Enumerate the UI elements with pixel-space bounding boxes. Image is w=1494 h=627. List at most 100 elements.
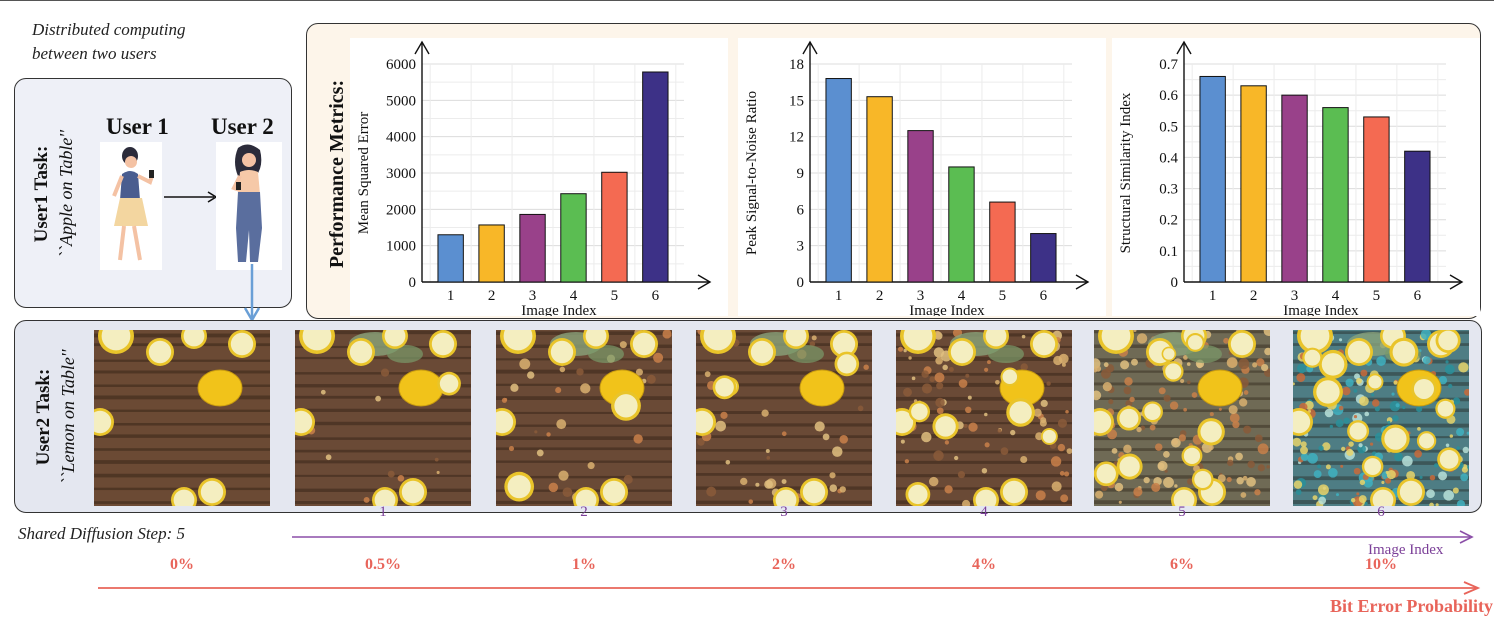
ssim-ytick-label: 0: [1171, 275, 1179, 291]
psnr-xtick-label: 1: [835, 288, 843, 304]
ssim-ytick-label: 0.5: [1159, 119, 1178, 135]
generated-image-3: [696, 330, 872, 506]
ssim-chart: 0 0.1 0.2 0.3 0.4 0.5 0.6 0.7 1 2 3 4 5 6 Image Index S…: [1112, 38, 1480, 316]
ssim-xtick-label: 6: [1414, 288, 1422, 304]
ssim-ytick-label: 0.1: [1159, 244, 1178, 260]
user1-label: User 1: [106, 114, 169, 139]
ssim-ytick-label: 0.2: [1159, 213, 1178, 229]
ssim-x-axis-label: Image Index: [1283, 303, 1359, 316]
ssim-bar-3: [1281, 94, 1308, 283]
mse-ytick-label: 2000: [386, 202, 416, 218]
image-index-tick-2: 2: [580, 504, 588, 520]
mse-xtick-label: 4: [570, 288, 578, 304]
psnr-xtick-label: 5: [999, 288, 1007, 304]
mse-grid: [422, 63, 684, 283]
mse-xtick-label: 1: [447, 288, 455, 304]
user1-task-prompt: ``Apple on Table'': [56, 129, 76, 259]
psnr-ytick-label: 0: [797, 275, 805, 291]
user2-task-title: User2 Task:: [33, 368, 54, 466]
psnr-ytick-label: 6: [797, 202, 805, 218]
image-index-tick-1: 1: [379, 504, 387, 520]
mse-chart: 0 1000 2000 3000 4000 5000 6000 1 2 3 4 5 6 Image Ind…: [350, 38, 728, 316]
psnr-bar-5: [989, 201, 1016, 283]
ssim-bar-5: [1363, 116, 1390, 283]
psnr-x-axis-label: Image Index: [909, 303, 985, 316]
psnr-ytick-label: 18: [789, 57, 804, 73]
mse-x-axis-label: Image Index: [521, 303, 597, 316]
generated-image-5: [1094, 330, 1270, 506]
bit-error-tick: 6%: [1170, 556, 1194, 573]
mse-ytick-label: 1000: [386, 239, 416, 255]
bit-error-tick: 4%: [972, 556, 996, 573]
caption-line-2: between two users: [32, 44, 157, 63]
user-transfer-arrow: [164, 191, 218, 203]
ssim-ytick-label: 0.3: [1159, 182, 1178, 198]
bit-error-tick: 0.5%: [365, 556, 401, 573]
generated-image-4: [896, 330, 1072, 506]
psnr-bar-6: [1030, 233, 1057, 283]
psnr-ytick-label: 12: [789, 130, 804, 146]
psnr-xtick-label: 2: [876, 288, 884, 304]
psnr-bar-3: [907, 130, 934, 283]
mse-ytick-label: 6000: [386, 57, 416, 73]
psnr-ytick-label: 9: [797, 166, 805, 182]
psnr-xtick-label: 4: [958, 288, 966, 304]
mse-xtick-label: 6: [652, 288, 660, 304]
mse-bar-6: [642, 71, 669, 283]
generated-image-2: [496, 330, 672, 506]
image-index-tick-6: 6: [1377, 504, 1385, 520]
mse-bar-2: [478, 224, 505, 283]
psnr-bar-2: [866, 96, 893, 283]
psnr-bar-4: [948, 166, 975, 283]
user2-figure: [216, 142, 282, 270]
mse-ytick-label: 0: [409, 275, 417, 291]
mse-ytick-label: 3000: [386, 166, 416, 182]
image-index-arrow: [292, 530, 1474, 544]
mse-bar-3: [519, 213, 546, 283]
psnr-ytick-label: 15: [789, 93, 804, 109]
bit-error-tick: 1%: [572, 556, 596, 573]
generated-image-1: [295, 330, 471, 506]
ssim-xtick-label: 3: [1291, 288, 1299, 304]
image-index-tick-4: 4: [980, 504, 988, 520]
psnr-xtick-label: 6: [1040, 288, 1048, 304]
ssim-bar-4: [1322, 107, 1349, 283]
ssim-bar-6: [1404, 150, 1431, 283]
mse-ytick-label: 5000: [386, 93, 416, 109]
psnr-bar-1: [825, 78, 852, 283]
image-index-tick-5: 5: [1178, 504, 1186, 520]
user1-task-title: User1 Task:: [31, 145, 52, 243]
shared-diffusion-step: Shared Diffusion Step: 5: [18, 524, 185, 543]
down-arrow: [243, 264, 261, 323]
image-index-tick-3: 3: [780, 504, 788, 520]
ssim-grid: [1184, 63, 1446, 283]
ssim-ytick-label: 0.4: [1159, 150, 1178, 166]
mse-bar-4: [560, 193, 587, 283]
bit-error-axis-label: Bit Error Probability: [1330, 596, 1494, 616]
ssim-xtick-label: 2: [1250, 288, 1258, 304]
ssim-bar-2: [1240, 85, 1267, 283]
psnr-xtick-label: 3: [917, 288, 925, 304]
ssim-xtick-label: 5: [1373, 288, 1381, 304]
user2-label: User 2: [211, 114, 274, 139]
ssim-ytick-label: 0.6: [1159, 88, 1178, 104]
ssim-bar-1: [1199, 75, 1226, 283]
user2-task-prompt: ``Lemon on Table'': [58, 349, 78, 485]
bit-error-tick: 0%: [170, 556, 194, 573]
mse-xtick-label: 3: [529, 288, 537, 304]
metrics-title: Performance Metrics:: [326, 79, 348, 269]
mse-ytick-label: 4000: [386, 130, 416, 146]
bit-error-tick: 10%: [1365, 556, 1397, 573]
mse-xtick-label: 5: [611, 288, 619, 304]
ssim-y-axis-label: Structural Similarity Index: [1118, 92, 1134, 253]
top-rule: [0, 0, 1494, 1]
generated-image-6: [1293, 330, 1469, 506]
bit-error-arrow: [98, 581, 1481, 595]
ssim-ytick-label: 0.7: [1159, 57, 1178, 73]
ssim-xtick-label: 1: [1209, 288, 1217, 304]
mse-xtick-label: 2: [488, 288, 496, 304]
bit-error-tick: 2%: [772, 556, 796, 573]
image-index-axis-label: Image Index: [1368, 542, 1444, 558]
original-lemon-image: [94, 330, 270, 506]
